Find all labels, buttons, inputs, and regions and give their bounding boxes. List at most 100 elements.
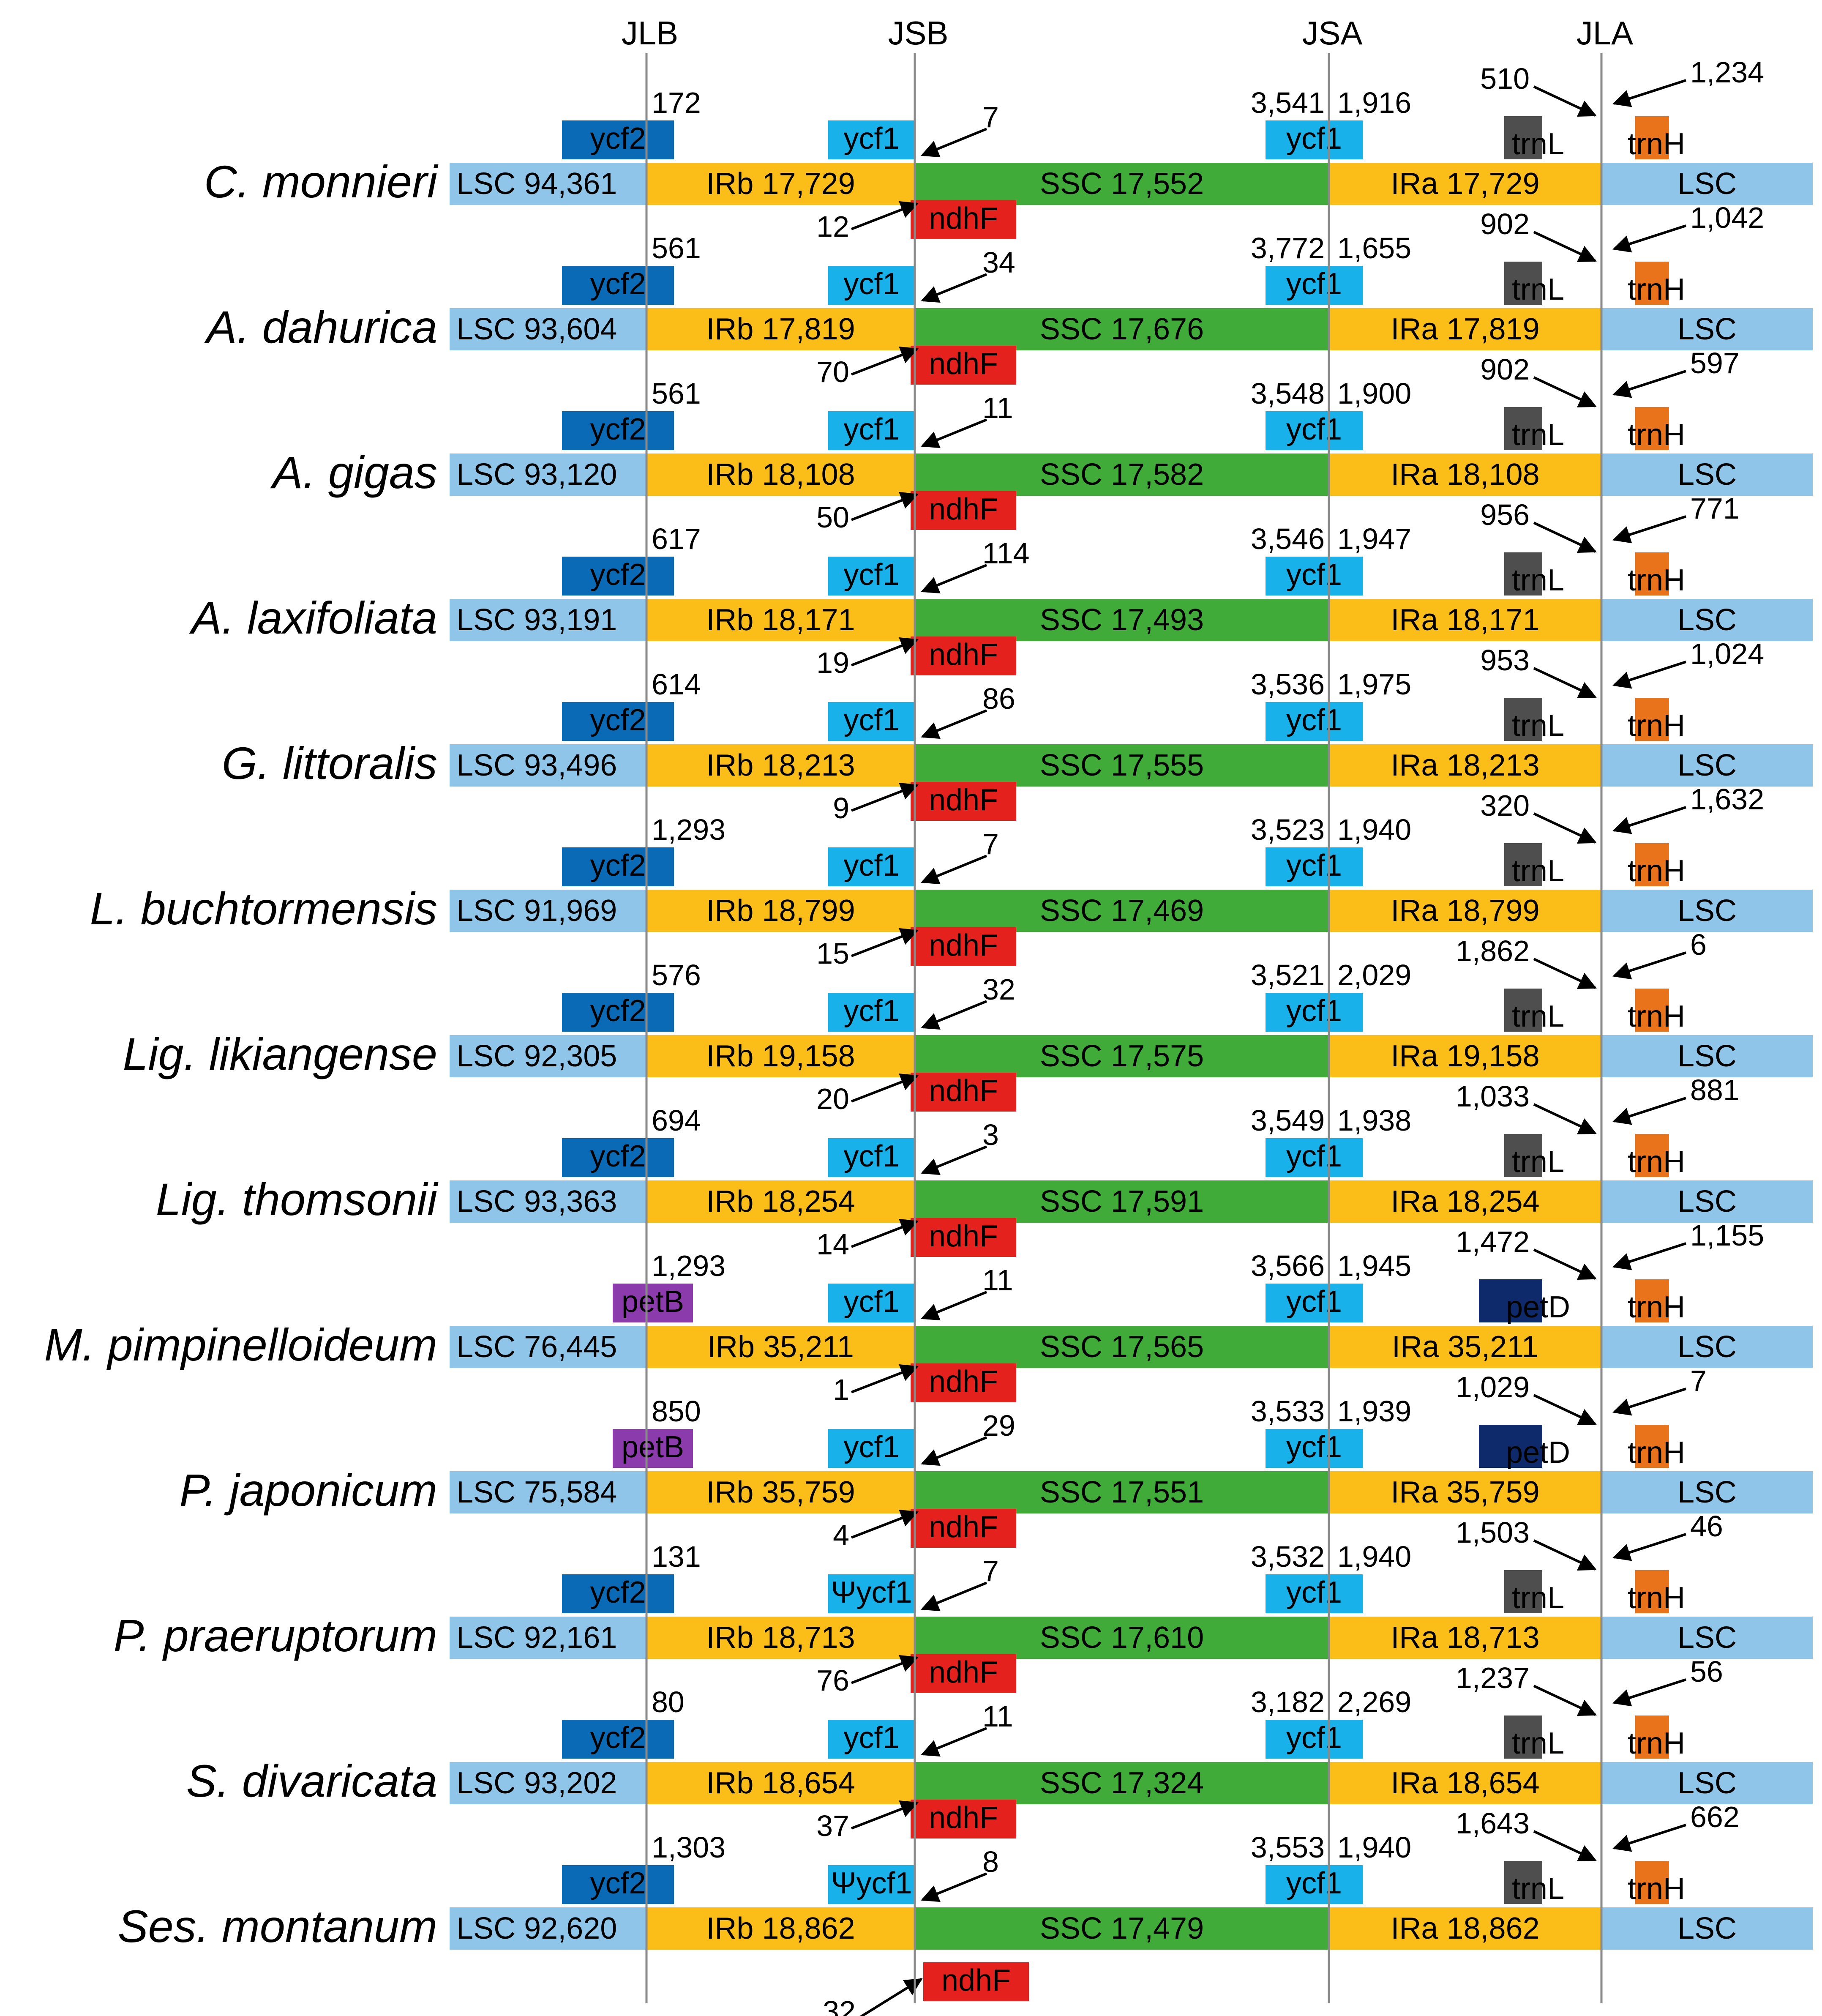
- ira-label: IRa 18,213: [1391, 748, 1539, 782]
- lsc-label: LSC 94,361: [456, 167, 617, 201]
- jsa-left-number: 3,566: [1251, 1249, 1325, 1282]
- jsb-arrow: [921, 128, 987, 158]
- jsa-gene-label: ycf1: [1286, 1139, 1342, 1173]
- lsc2-segment: [1601, 1326, 1813, 1368]
- jsa-gene-box: [1266, 1574, 1363, 1613]
- jla-right-gene-box: [1635, 262, 1669, 305]
- jsa-left-number: 3,533: [1251, 1395, 1325, 1428]
- jla-left-arrow: [1533, 812, 1597, 844]
- jla-right-arrow: [1612, 370, 1686, 398]
- jlb-number: 614: [652, 668, 701, 701]
- lsc2-label: LSC: [1677, 1475, 1737, 1509]
- jla-right-number: 881: [1690, 1074, 1740, 1106]
- lsc-segment: [450, 453, 646, 496]
- jlb-number: 1,303: [652, 1831, 726, 1864]
- ndhf-gene-label: ndhF: [929, 1074, 998, 1108]
- irb-label: IRb 18,254: [706, 1185, 855, 1218]
- jlb-gene-box: [562, 557, 674, 596]
- jla-left-arrow: [1533, 667, 1597, 698]
- jla-right-gene-label: trnH: [1628, 563, 1685, 597]
- irb-label: IRb 17,729: [706, 167, 855, 201]
- jsa-gene-box: [1266, 266, 1363, 305]
- jsb-gene-box: [828, 847, 915, 886]
- ndhf-arrow: [851, 1364, 919, 1393]
- jlb-gene-box: [562, 1865, 674, 1904]
- jla-left-number: 902: [1480, 353, 1530, 386]
- lsc-segment: [450, 1326, 646, 1368]
- jsa-right-number: 1,938: [1337, 1104, 1411, 1137]
- ndhf-gene-box: [911, 200, 1016, 239]
- jsb-arrow: [921, 273, 987, 303]
- ssc-label: SSC 17,565: [1040, 1330, 1204, 1364]
- jlb-number: 1,293: [652, 813, 726, 846]
- jsa-gene-label: ycf1: [1286, 703, 1342, 737]
- lsc2-segment: [1601, 599, 1813, 641]
- bottom-ndhf: ndhF 32: [823, 1962, 1029, 2016]
- jsa-right-number: 2,269: [1337, 1685, 1411, 1718]
- jlb-number: 694: [652, 1104, 701, 1137]
- ira-segment: [1329, 1617, 1601, 1659]
- lsc2-label: LSC: [1677, 1185, 1737, 1218]
- jsa-right-number: 1,916: [1337, 86, 1411, 119]
- jla-right-gene-box: [1635, 407, 1669, 450]
- ssc-label: SSC 17,479: [1040, 1912, 1204, 1945]
- jlb-gene-box: [613, 1284, 693, 1322]
- lsc-segment: [450, 163, 646, 205]
- jsa-gene-label: ycf1: [1286, 1866, 1342, 1900]
- irb-label: IRb 18,171: [706, 603, 855, 637]
- lsc-segment: [450, 599, 646, 641]
- jlb-number: 576: [652, 959, 701, 992]
- irb-segment: [646, 890, 915, 932]
- jla-left-gene-label: trnL: [1512, 563, 1564, 597]
- ssc-label: SSC 17,552: [1040, 167, 1204, 201]
- jla-left-gene-box: [1504, 552, 1542, 596]
- ssc-segment: [915, 163, 1329, 205]
- ndhf-number: 50: [816, 501, 849, 534]
- lsc2-label: LSC: [1677, 603, 1737, 637]
- ira-label: IRa 19,158: [1391, 1039, 1539, 1073]
- jla-right-number: 7: [1690, 1364, 1707, 1397]
- jsa-left-number: 3,541: [1251, 86, 1325, 119]
- jsa-left-number: 3,182: [1251, 1685, 1325, 1718]
- jsb-arrow: [921, 709, 987, 739]
- ssc-segment: [915, 1617, 1329, 1659]
- species-name: A. dahurica: [204, 301, 437, 352]
- jsb-number: 7: [982, 1554, 999, 1587]
- lsc2-label: LSC: [1677, 167, 1737, 201]
- jsb-gene-label: ycf1: [843, 849, 899, 882]
- jsb-arrow: [921, 1145, 987, 1175]
- ndhf-number: 15: [816, 937, 849, 970]
- lsc-label: LSC 93,202: [456, 1766, 617, 1800]
- jlb-number: 131: [652, 1540, 701, 1573]
- jla-right-gene-label: trnH: [1628, 1145, 1685, 1179]
- lsc-segment: [450, 308, 646, 350]
- jla-left-number: 1,033: [1456, 1080, 1530, 1113]
- jlb-gene-label: ycf2: [590, 1139, 646, 1173]
- ndhf-gene-box: [911, 1654, 1016, 1693]
- jla-left-number: 902: [1480, 208, 1530, 240]
- irb-segment: [646, 599, 915, 641]
- species-name: Lig. likiangense: [123, 1028, 437, 1079]
- header-jsa: JSA: [1302, 14, 1362, 52]
- jla-left-arrow: [1533, 1394, 1597, 1425]
- jla-left-gene-label: trnL: [1512, 273, 1564, 306]
- jsa-left-number: 3,772: [1251, 232, 1325, 265]
- ira-label: IRa 35,211: [1392, 1330, 1538, 1364]
- jla-right-number: 662: [1690, 1800, 1740, 1833]
- lsc2-segment: [1601, 1471, 1813, 1513]
- irb-label: IRb 19,158: [706, 1039, 855, 1073]
- jla-right-gene-box: [1635, 698, 1669, 741]
- jla-left-arrow: [1533, 1248, 1597, 1280]
- ira-label: IRa 18,713: [1391, 1621, 1539, 1655]
- lsc2-segment: [1601, 163, 1813, 205]
- ira-segment: [1329, 1762, 1601, 1804]
- jla-left-number: 1,862: [1456, 934, 1530, 967]
- ndhf-arrow: [851, 201, 919, 230]
- jsa-gene-box: [1266, 1720, 1363, 1759]
- jla-right-number: 1,042: [1690, 201, 1764, 234]
- jsa-right-number: 1,945: [1337, 1249, 1411, 1282]
- ssc-label: SSC 17,591: [1040, 1185, 1204, 1218]
- jla-left-gene-label: trnL: [1512, 1000, 1564, 1033]
- jsb-number: 114: [982, 537, 1030, 570]
